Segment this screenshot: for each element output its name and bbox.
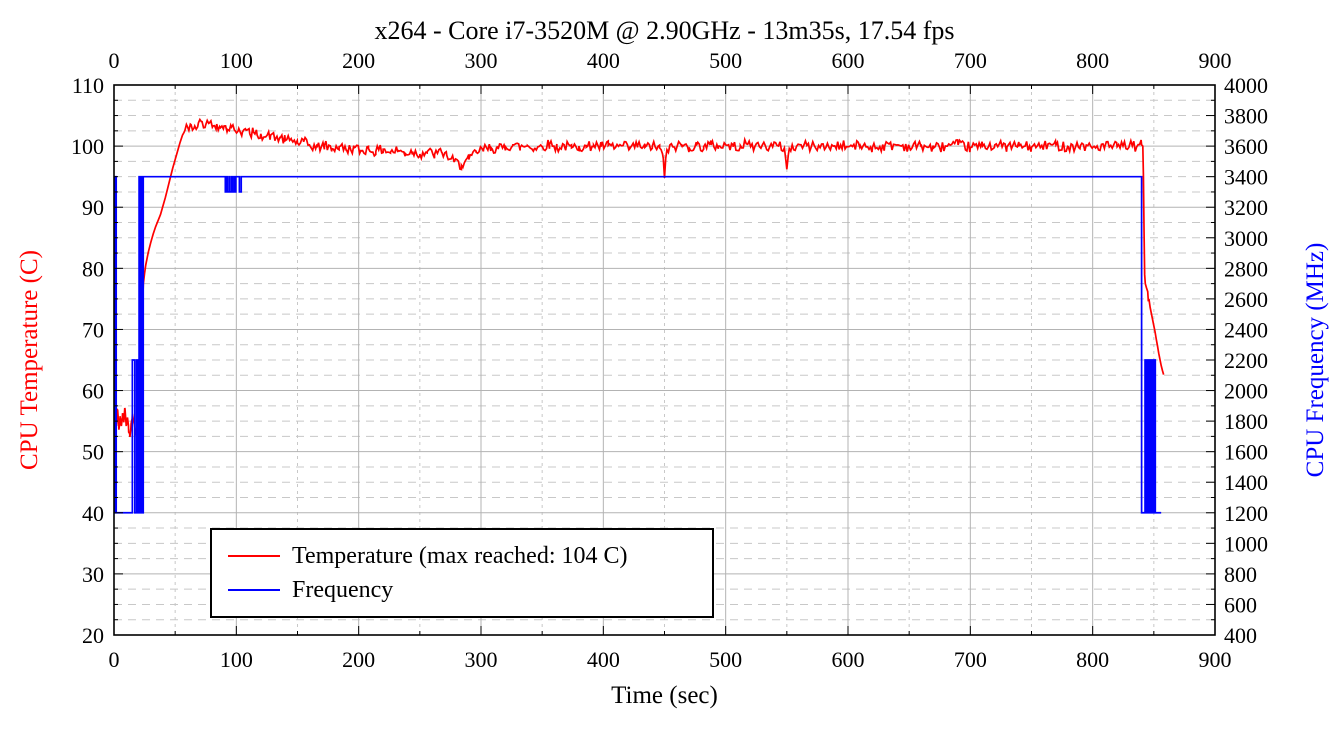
tick-label: 600 — [832, 647, 865, 672]
tick-label: 2200 — [1224, 348, 1268, 373]
tick-label: 3400 — [1224, 165, 1268, 190]
tick-label: 4000 — [1224, 73, 1268, 98]
tick-label: 200 — [342, 647, 375, 672]
tick-label: 1200 — [1224, 501, 1268, 526]
tick-label: 400 — [1224, 623, 1257, 648]
tick-label: 80 — [82, 256, 104, 281]
tick-label: 800 — [1076, 48, 1109, 73]
tick-label: 0 — [109, 647, 120, 672]
frequency-series — [114, 175, 1162, 514]
tick-label: 900 — [1199, 48, 1232, 73]
tick-label: 3800 — [1224, 104, 1268, 129]
tick-label: 900 — [1199, 647, 1232, 672]
tick-label: 800 — [1076, 647, 1109, 672]
tick-label: 700 — [954, 647, 987, 672]
tick-label: 800 — [1224, 562, 1257, 587]
tick-label: 100 — [71, 134, 104, 159]
tick-label: 2400 — [1224, 317, 1268, 342]
tick-label: 0 — [109, 48, 120, 73]
tick-label: 110 — [72, 73, 104, 98]
legend-label-temperature: Temperature (max reached: 104 C) — [292, 542, 628, 569]
tick-label: 600 — [832, 48, 865, 73]
tick-label: 2800 — [1224, 256, 1268, 281]
tick-label: 40 — [82, 501, 104, 526]
tick-label: 500 — [709, 647, 742, 672]
legend-entry-temperature: Temperature (max reached: 104 C) — [212, 539, 712, 573]
tick-label: 2600 — [1224, 287, 1268, 312]
tick-label: 3000 — [1224, 226, 1268, 251]
x-axis-title: Time (sec) — [611, 682, 718, 709]
tick-label: 400 — [587, 48, 620, 73]
tick-label: 50 — [82, 440, 104, 465]
temperature-series — [114, 117, 1165, 438]
tick-label: 600 — [1224, 592, 1257, 617]
tick-label: 3200 — [1224, 195, 1268, 220]
tick-label: 60 — [82, 379, 104, 404]
tick-label: 90 — [82, 195, 104, 220]
plot-border — [113, 84, 1216, 636]
temperature-line-swatch — [228, 555, 280, 557]
tick-label: 2000 — [1224, 379, 1268, 404]
chart-title: x264 - Core i7-3520M @ 2.90GHz - 13m35s,… — [374, 16, 955, 45]
right-axis-title: CPU Frequency (MHz) — [1302, 242, 1329, 478]
frequency-line-swatch — [228, 589, 280, 591]
legend-box: Temperature (max reached: 104 C) Frequen… — [210, 528, 714, 618]
tick-label: 500 — [709, 48, 742, 73]
tick-label: 1800 — [1224, 409, 1268, 434]
tick-label: 1400 — [1224, 470, 1268, 495]
tick-label: 100 — [220, 48, 253, 73]
tick-label: 300 — [465, 647, 498, 672]
tick-label: 1000 — [1224, 531, 1268, 556]
legend-entry-frequency: Frequency — [212, 573, 712, 607]
tick-label: 200 — [342, 48, 375, 73]
tick-label: 300 — [465, 48, 498, 73]
tick-label: 1600 — [1224, 440, 1268, 465]
left-axis-title: CPU Temperature (C) — [16, 250, 43, 470]
tick-label: 400 — [587, 647, 620, 672]
tick-label: 20 — [82, 623, 104, 648]
legend-label-frequency: Frequency — [292, 576, 394, 603]
tick-label: 30 — [82, 562, 104, 587]
tick-label: 700 — [954, 48, 987, 73]
tick-label: 3600 — [1224, 134, 1268, 159]
tick-label: 100 — [220, 647, 253, 672]
tick-label: 70 — [82, 317, 104, 342]
